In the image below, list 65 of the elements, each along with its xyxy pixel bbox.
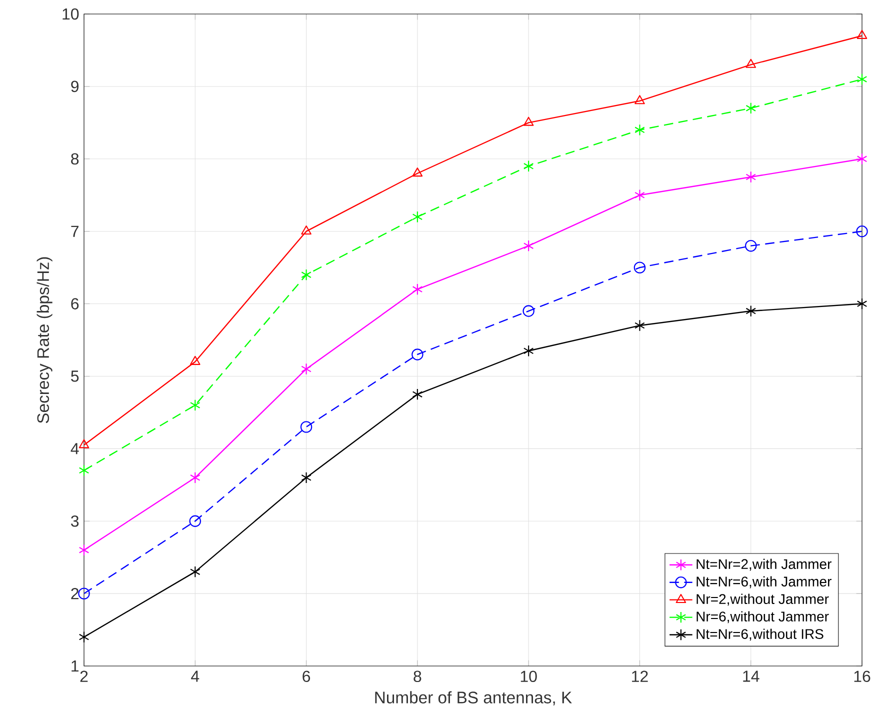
x-tick-label: 8 [414,670,422,682]
legend-label: Nt=Nr=6,without IRS [696,628,824,641]
point [634,189,645,201]
y-tick-label: 2 [71,588,78,600]
y-tick-label: 3 [71,515,79,527]
point [746,171,756,183]
point [746,102,756,114]
point [78,464,90,476]
x-tick-label: 10 [520,670,537,682]
point [78,588,90,600]
point [522,305,534,317]
point [301,268,312,281]
y-tick-label: 4 [70,443,79,454]
point [78,544,90,556]
point [523,116,534,126]
point [190,566,200,578]
point [856,30,868,39]
point [301,363,312,375]
legend-label: Nt=Nr=6,with Jammer [696,576,832,588]
x-tick-label: 2 [80,670,88,682]
x-tick-label: 16 [854,670,870,682]
point [412,210,423,223]
y-tick-label: 8 [71,153,79,165]
point [746,305,756,317]
legend-label: Nr=6,without Jammer [696,611,829,624]
legend-label: Nt=Nr=2,with Jammer [696,558,832,571]
point [412,348,424,360]
x-tick-label: 12 [632,670,648,682]
point [412,388,423,400]
point [412,168,423,177]
point [856,225,868,238]
point [523,160,534,172]
point [301,225,312,235]
point [856,153,868,165]
y-axis-title: Secrecy Rate (bps/Hz) [36,257,52,424]
point [301,472,312,484]
legend-label: Nr=2,without Jammer [696,594,829,606]
point [300,421,312,433]
point [78,631,90,643]
x-axis-title: Number of BS antennas, K [375,691,572,706]
point [189,515,202,527]
point [744,240,757,252]
x-tick-label: 6 [302,670,310,682]
x-tick-label: 4 [191,670,200,682]
point [190,472,200,484]
point [190,356,200,365]
point [523,240,534,252]
point [634,95,645,104]
y-tick-label: 7 [71,226,78,237]
point [856,298,868,310]
point [412,283,423,296]
point [746,58,756,68]
point [523,345,534,357]
point [78,439,90,448]
y-tick-label: 9 [71,80,79,92]
x-tick-label: 14 [743,670,760,682]
point [634,262,646,274]
point [634,124,645,136]
y-tick-label: 5 [71,370,79,382]
y-tick-label: 6 [71,298,79,310]
y-tick-label: 10 [62,8,79,20]
point [190,399,200,412]
point [856,73,868,86]
y-tick-label: 1 [72,660,79,672]
point [634,320,645,332]
